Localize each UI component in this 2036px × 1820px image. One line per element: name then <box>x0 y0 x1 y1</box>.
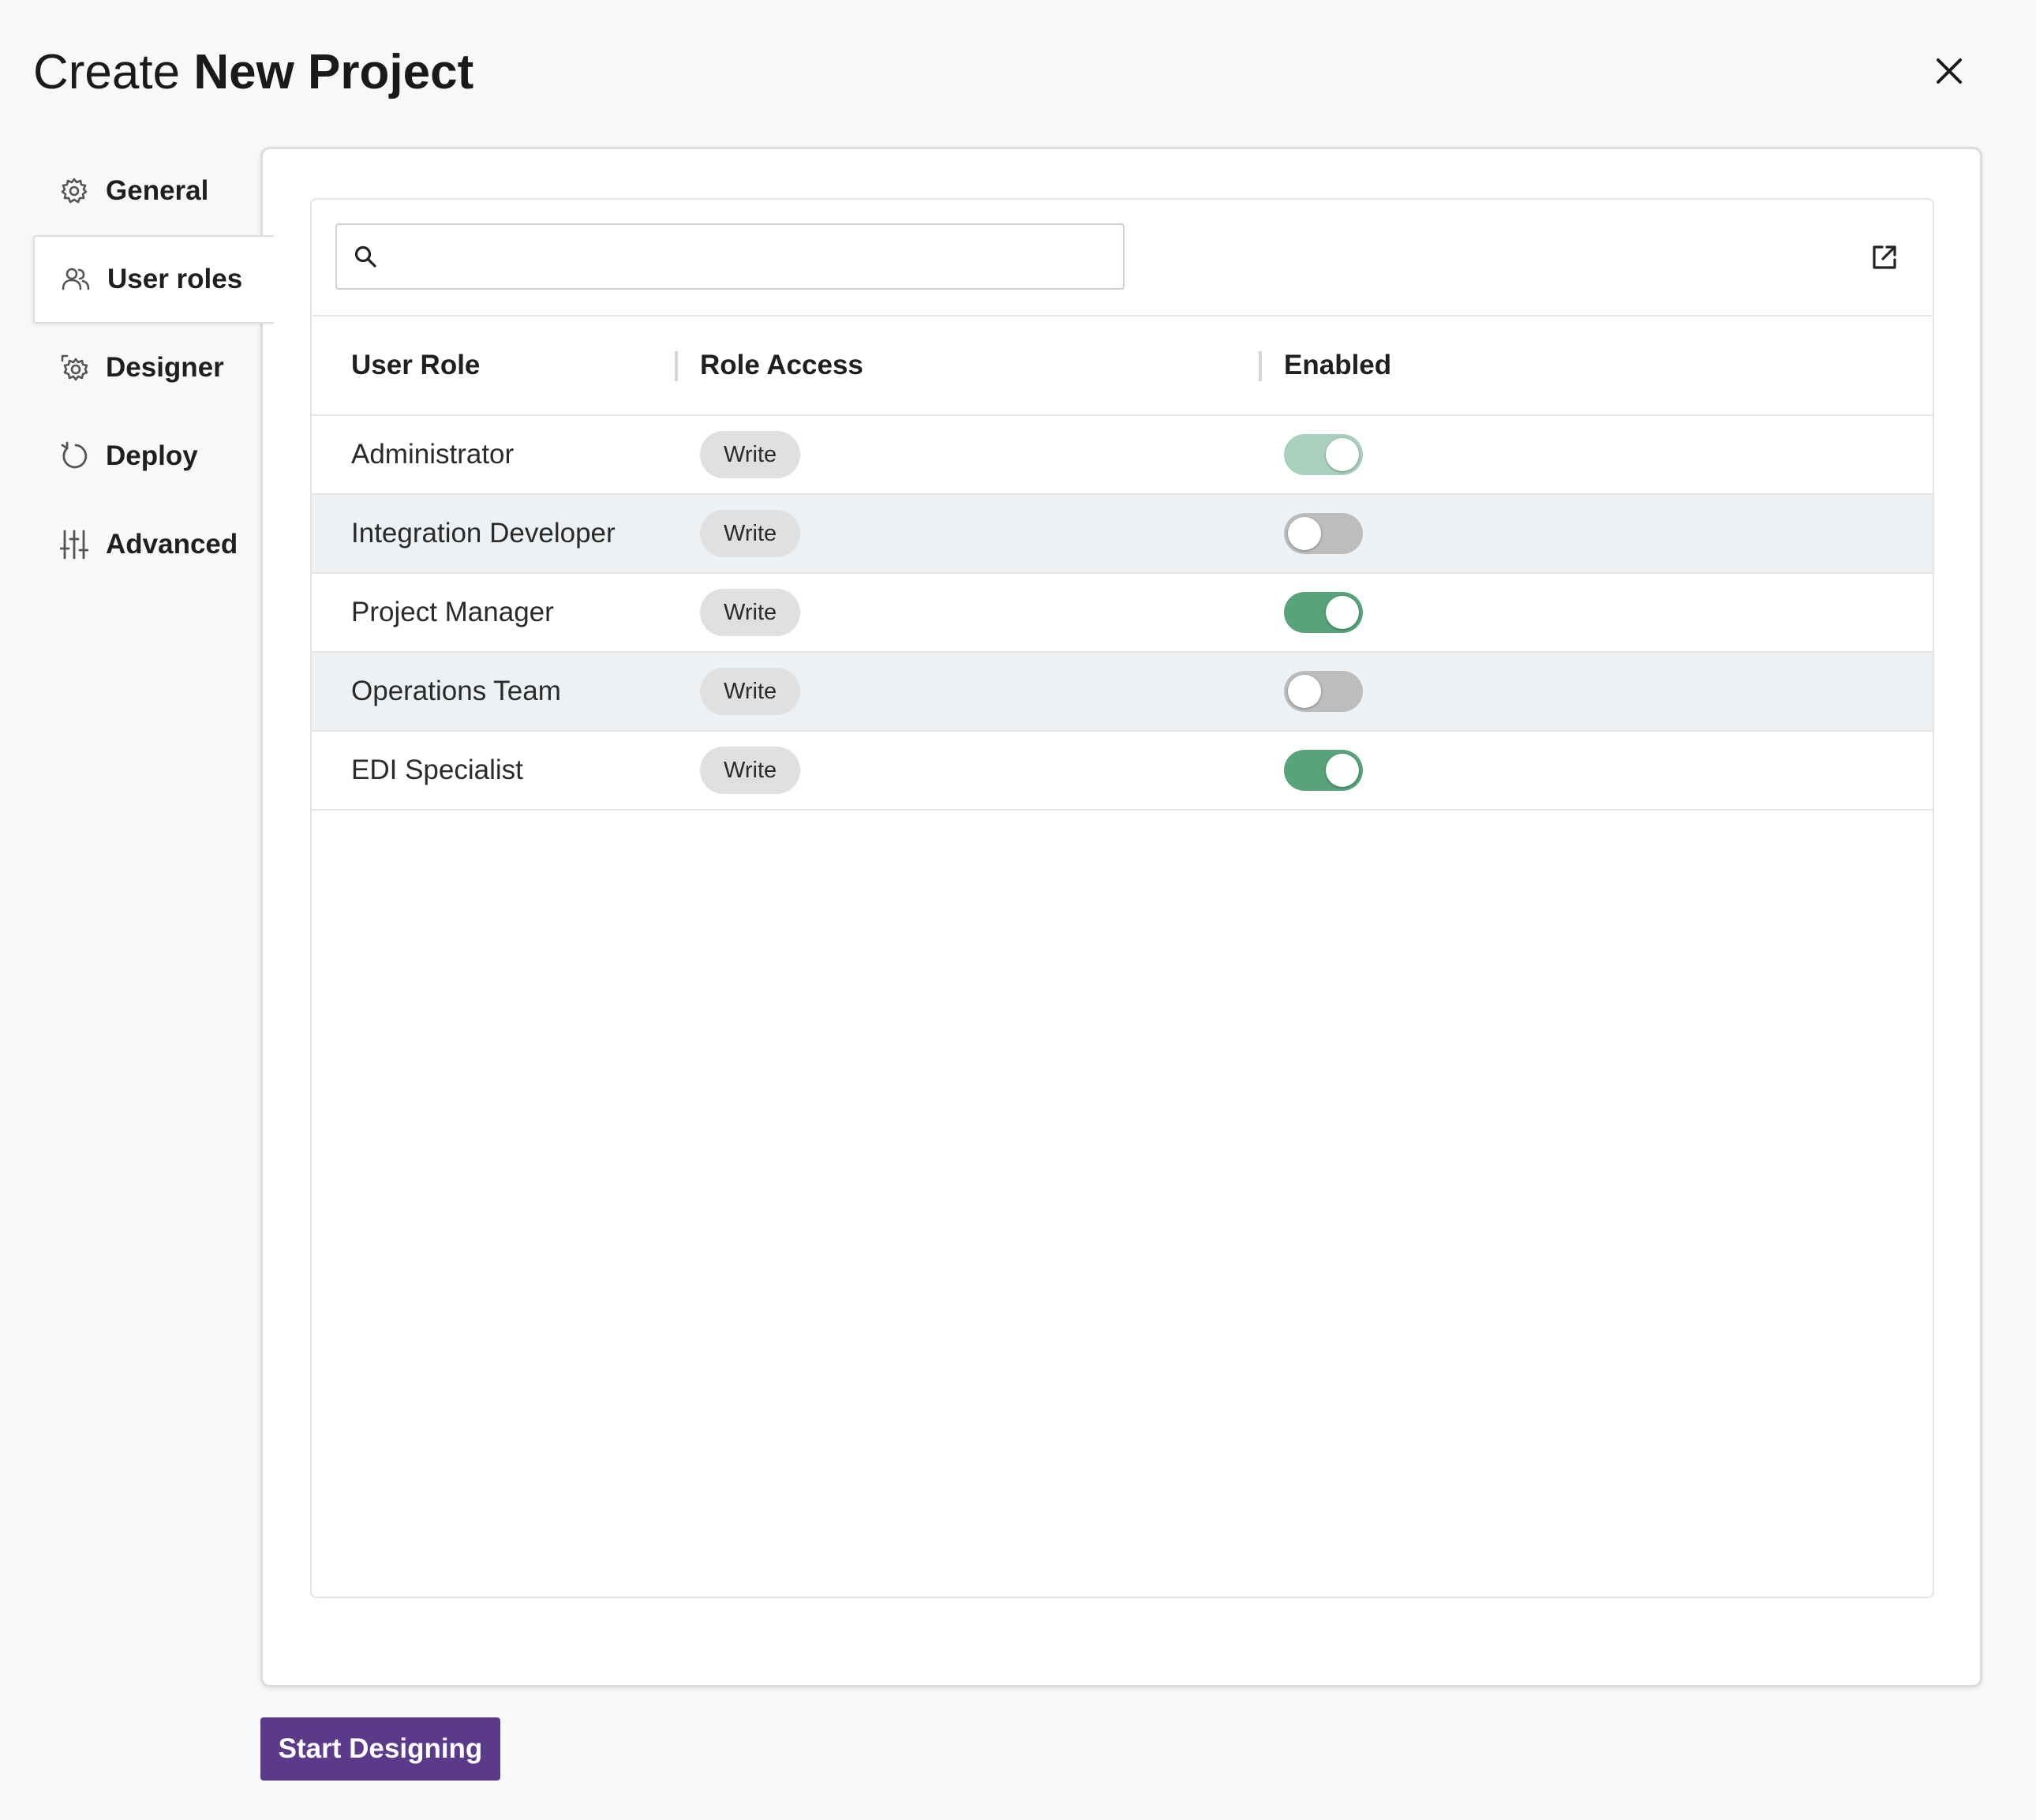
enabled-toggle[interactable] <box>1284 434 1363 475</box>
table-row: Project Manager Write <box>312 574 1933 653</box>
search-icon <box>354 245 376 268</box>
sidebar-item-general[interactable]: General <box>33 147 270 235</box>
sidebar-item-designer[interactable]: Designer <box>33 324 270 412</box>
sliders-icon <box>58 529 90 560</box>
sidebar-item-label: Deploy <box>106 440 198 471</box>
sidebar-item-label: User roles <box>107 264 243 294</box>
sidebar-item-label: Designer <box>106 352 224 383</box>
sidebar-item-advanced[interactable]: Advanced <box>33 500 270 589</box>
table-row: Administrator Write <box>312 416 1933 495</box>
toggle-knob <box>1288 517 1321 550</box>
role-name: Integration Developer <box>351 518 616 549</box>
close-icon <box>1937 58 1962 84</box>
column-resize-handle[interactable] <box>1259 351 1262 381</box>
start-designing-button[interactable]: Start Designing <box>260 1717 500 1781</box>
enabled-toggle[interactable] <box>1284 592 1363 633</box>
open-external-button[interactable] <box>1865 238 1904 277</box>
toggle-knob <box>1326 754 1359 787</box>
table-row: Integration Developer Write <box>312 495 1933 574</box>
column-header-role-access[interactable]: Role Access <box>700 350 863 380</box>
sidebar-item-user-roles[interactable]: User roles <box>33 235 274 324</box>
table-row: EDI Specialist Write <box>312 732 1933 811</box>
toggle-knob <box>1288 675 1321 708</box>
toggle-knob <box>1326 596 1359 629</box>
column-header-enabled[interactable]: Enabled <box>1284 350 1392 380</box>
enabled-toggle[interactable] <box>1284 750 1363 791</box>
search-input[interactable] <box>389 232 1123 281</box>
access-chip: Write <box>700 747 801 794</box>
sidebar-nav: General User roles Designer <box>33 147 274 589</box>
dialog-title: Create New Project <box>33 41 473 104</box>
access-chip: Write <box>700 589 801 636</box>
users-icon <box>60 264 92 295</box>
column-resize-handle[interactable] <box>675 351 678 381</box>
dialog-title-prefix: Create <box>33 45 181 99</box>
toggle-knob <box>1326 438 1359 471</box>
gear-icon <box>58 175 90 207</box>
role-name: Project Manager <box>351 597 554 627</box>
user-roles-panel: User Role Role Access Enabled Administra… <box>260 147 1982 1687</box>
table-header: User Role Role Access Enabled <box>312 316 1933 416</box>
table-row: Operations Team Write <box>312 653 1933 732</box>
table-toolbar <box>312 200 1933 316</box>
sidebar-item-label: Advanced <box>106 529 238 560</box>
close-button[interactable] <box>1926 47 1973 95</box>
deploy-refresh-icon <box>58 440 90 472</box>
dialog-title-bold: New Project <box>193 45 474 99</box>
designer-gear-icon <box>58 352 90 384</box>
access-chip: Write <box>700 431 801 478</box>
sidebar-item-deploy[interactable]: Deploy <box>33 412 270 500</box>
roles-table-card: User Role Role Access Enabled Administra… <box>310 198 1934 1598</box>
enabled-toggle[interactable] <box>1284 513 1363 554</box>
access-chip: Write <box>700 668 801 715</box>
role-name: Administrator <box>351 439 515 470</box>
sidebar-item-label: General <box>106 175 209 206</box>
access-chip: Write <box>700 510 801 557</box>
column-header-user-role[interactable]: User Role <box>351 350 481 380</box>
role-name: Operations Team <box>351 676 561 706</box>
role-name: EDI Specialist <box>351 755 523 785</box>
enabled-toggle[interactable] <box>1284 671 1363 712</box>
search-box <box>335 223 1125 290</box>
open-external-icon <box>1873 245 1896 269</box>
